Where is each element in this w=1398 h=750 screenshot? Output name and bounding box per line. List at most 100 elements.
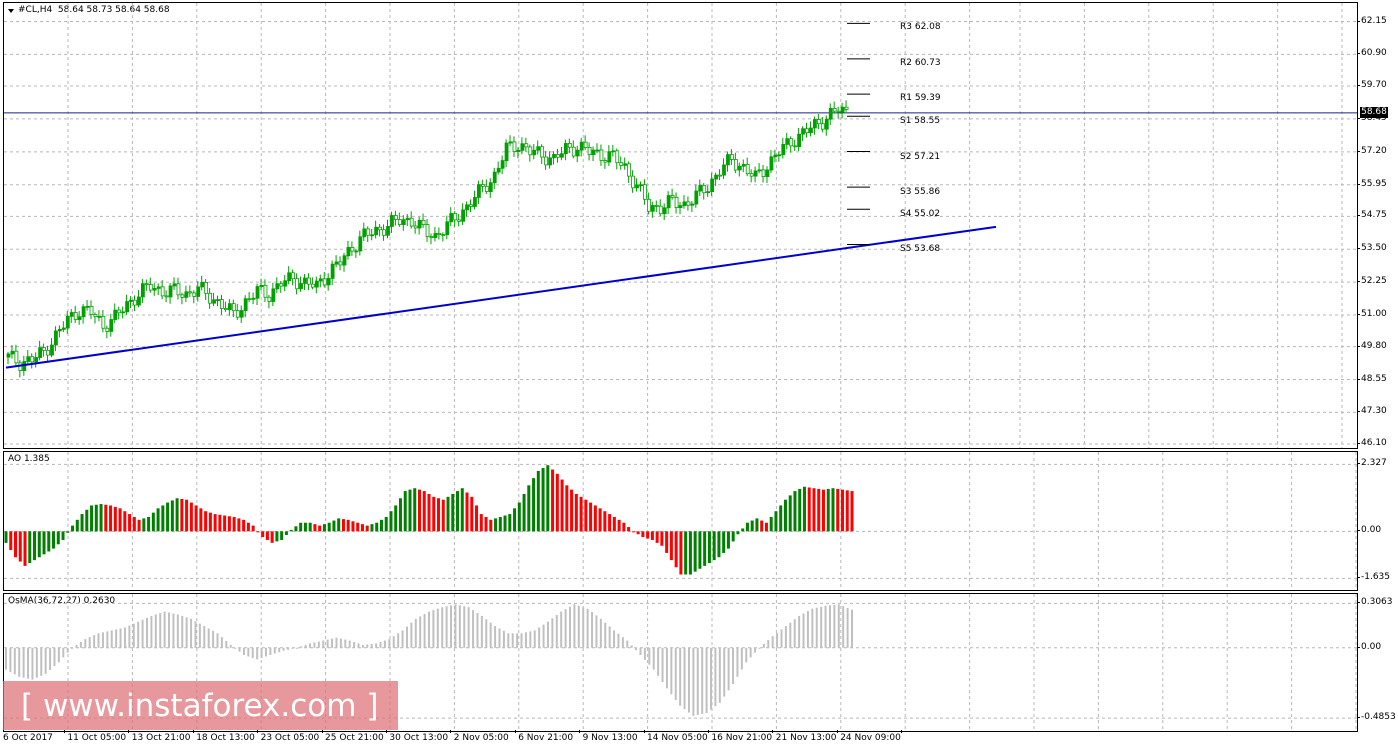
- osma-bar: [388, 639, 391, 648]
- price-tick-mark: [1357, 215, 1360, 217]
- ao-bar-up: [755, 518, 759, 532]
- ao-bar-up: [332, 520, 336, 532]
- osma-bar: [84, 639, 87, 648]
- osma-bar: [150, 615, 153, 648]
- osma-bar: [608, 626, 611, 648]
- osma-pane-label: OsMA(36,72,27) 0.2630: [8, 596, 116, 606]
- ao-bar-down: [208, 512, 212, 532]
- ao-bar-down: [227, 516, 231, 532]
- ao-bar-up: [527, 485, 531, 532]
- osma-bar: [458, 605, 461, 648]
- osma-bar: [643, 647, 646, 660]
- ao-bar-down: [441, 499, 445, 532]
- ao-bar-down: [251, 525, 255, 532]
- candle-bullish: [390, 215, 394, 227]
- candle-bullish: [200, 282, 205, 288]
- candle-bearish: [718, 174, 722, 177]
- price-tick-label: 60.90: [1361, 48, 1387, 59]
- candle-bearish: [382, 229, 386, 236]
- osma-bar: [207, 628, 210, 648]
- candle-bearish: [180, 294, 185, 298]
- osma-bar: [613, 630, 616, 648]
- candle-bullish: [303, 277, 307, 284]
- time-tick-mark: [708, 730, 709, 733]
- ao-bar-down: [817, 488, 821, 532]
- ao-bar-down: [14, 531, 18, 558]
- osma-bar: [687, 647, 690, 713]
- ao-bar-down: [360, 524, 364, 532]
- candle-bearish: [46, 349, 50, 356]
- osma-bar: [115, 629, 118, 648]
- osma-bar: [106, 631, 109, 648]
- osma-bar: [97, 633, 100, 648]
- candle-bullish: [196, 286, 201, 297]
- time-tick-label: 6 Oct 2017: [3, 733, 53, 743]
- ao-bar-down: [270, 531, 274, 543]
- candle-bullish: [137, 296, 141, 306]
- ao-bar-up: [375, 522, 379, 532]
- osma-bar: [758, 647, 761, 649]
- candle-bullish: [97, 315, 102, 318]
- ao-bar-up: [831, 488, 835, 532]
- candle-bearish: [247, 298, 252, 301]
- ao-bar-down: [432, 496, 436, 532]
- osma-bar: [599, 618, 602, 648]
- osma-bar: [701, 647, 704, 714]
- candle-bullish: [38, 347, 43, 358]
- candle-bearish: [730, 154, 734, 160]
- ao-bar-up: [698, 531, 702, 569]
- ao-bar-up: [446, 496, 450, 532]
- candle-bullish: [271, 288, 276, 302]
- candle-bullish: [753, 170, 758, 177]
- osma-bar: [811, 608, 814, 648]
- osma-bar: [661, 647, 664, 683]
- osma-bar: [66, 647, 69, 653]
- chart-menu-arrow-icon[interactable]: [8, 9, 14, 13]
- price-tick-mark: [1357, 411, 1360, 413]
- ao-tick-mark: [1357, 530, 1360, 532]
- osma-bar: [264, 647, 267, 657]
- ao-bar-up: [783, 499, 787, 532]
- ao-bar-up: [52, 531, 56, 549]
- ao-bar-up: [408, 489, 412, 532]
- price-chart-pane[interactable]: #CL,H4 58.64 58.73 58.64 58.68: [3, 2, 1358, 449]
- osma-bar: [705, 647, 708, 713]
- ao-bar-down: [612, 516, 616, 532]
- osma-bar: [22, 647, 25, 678]
- time-tick-label: 16 Nov 21:00: [711, 733, 773, 743]
- osma-bar: [225, 641, 228, 648]
- candle-bullish: [828, 108, 833, 120]
- osma-bar: [511, 633, 514, 648]
- candle-bullish: [370, 234, 375, 237]
- osma-bar: [542, 624, 545, 648]
- candle-bullish: [801, 128, 805, 135]
- time-tick-label: 2 Nov 05:00: [453, 733, 509, 743]
- candle-bullish: [239, 310, 244, 318]
- osma-bar: [494, 626, 497, 648]
- ao-bar-up: [337, 518, 341, 532]
- ao-indicator-pane[interactable]: AO 1.385: [3, 451, 1358, 591]
- candle-bullish: [227, 303, 232, 311]
- candle-bearish: [583, 141, 588, 148]
- pivot-label: S4 55.02: [900, 209, 941, 220]
- price-axis[interactable]: 62.15 60.90 59.70 58.45 57.20 55.95 54.75 53.50…: [1357, 2, 1398, 449]
- candle-bearish: [14, 350, 19, 364]
- osma-bar: [489, 622, 492, 648]
- candle-bullish: [326, 277, 331, 286]
- osma-bar: [35, 647, 38, 678]
- osma-bar: [679, 647, 682, 706]
- price-tick-mark: [1357, 117, 1360, 119]
- time-tick-mark: [901, 730, 903, 733]
- candle-bearish: [413, 225, 418, 229]
- time-tick-label: 6 Nov 21:00: [518, 733, 574, 743]
- candle-bullish: [508, 141, 513, 144]
- ao-bar-up: [90, 505, 94, 532]
- ao-tick-mark: [1357, 463, 1360, 465]
- ao-bar-up: [717, 531, 721, 558]
- ao-bar-down: [237, 518, 241, 532]
- ao-bar-down: [232, 516, 236, 532]
- ao-tick-label: 2.327: [1361, 458, 1387, 469]
- ao-bar-down: [641, 531, 645, 538]
- price-tick-label: 54.75: [1361, 210, 1387, 221]
- osma-bar: [657, 647, 660, 676]
